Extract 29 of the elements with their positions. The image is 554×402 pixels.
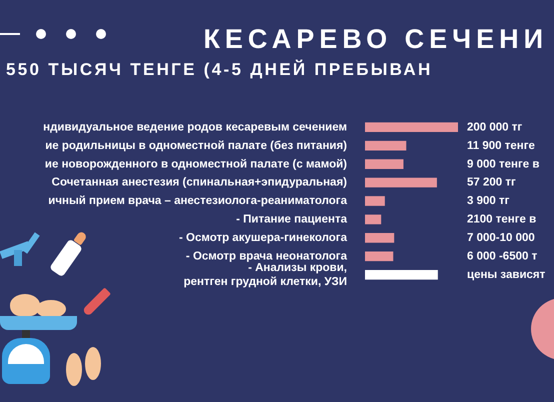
text: 9 000 тенге в <box>467 158 540 170</box>
bar <box>365 159 404 169</box>
y-tick-label: - Осмотр врача неонатолога <box>186 250 348 263</box>
y-tick-label: - Осмотр акушера-гинеколога <box>179 232 348 244</box>
y-tick-label: ндивидуальное ведение родов кесаревым сечением <box>43 121 347 134</box>
text: 6 000 -6500 т <box>467 250 538 263</box>
bar <box>365 122 458 132</box>
text: 3 900 тг <box>467 195 510 208</box>
text: 7 000-10 000 <box>467 232 535 244</box>
text: 2100 тенге в <box>467 214 536 226</box>
text: 57 200 тг <box>467 176 516 189</box>
y-tick-label: ичный прием врача – анестезиолога-реаниматолога <box>48 195 348 208</box>
bar <box>365 214 382 224</box>
bar <box>365 140 406 150</box>
text: цены зависят <box>467 268 546 281</box>
text: 11 900 тенге <box>467 140 535 152</box>
text: 550 ТЫСЯЧ ТЕНГЕ (4-5 ДНЕЙ ПРЕБЫВАН <box>6 60 433 80</box>
bar <box>365 233 394 243</box>
y-tick-label: - Анализы крови, рентген грудной клетки, УЗИ <box>184 262 347 288</box>
y-tick-label: ие родильницы в одноместной палате (без питания) <box>45 140 348 152</box>
y-tick-label: Сочетанная анестезия (спинальная+эпидуральная) <box>52 176 348 189</box>
y-tick-label: - Питание пациента <box>236 214 348 226</box>
bar <box>365 252 394 262</box>
bar <box>365 196 385 206</box>
y-tick-label: ие новорожденного в одноместной палате (с мамой) <box>44 158 348 170</box>
chart-title: КЕСАРЕВО СЕЧЕНИ <box>203 24 548 55</box>
text: 200 000 тг <box>467 121 522 134</box>
bar <box>365 270 438 280</box>
bar <box>365 178 437 188</box>
